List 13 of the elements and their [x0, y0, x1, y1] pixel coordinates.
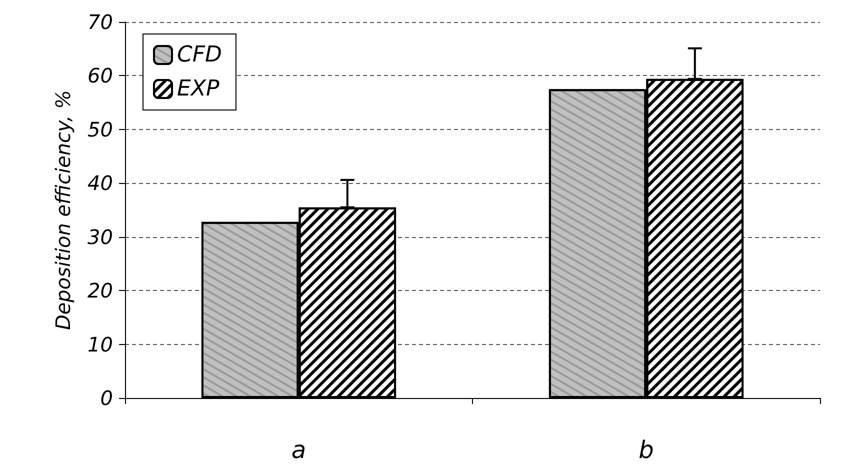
x-tick-label: b [638, 436, 654, 464]
x-tick-label: a [291, 436, 306, 464]
legend-label: CFD [177, 42, 222, 68]
y-tick-label: 60 [88, 64, 113, 88]
y-tick-label: 70 [88, 10, 113, 34]
y-tick-label: 50 [88, 117, 113, 142]
y-tick-label: 40 [88, 171, 113, 196]
y-tick-label: 30 [88, 224, 113, 249]
y-tick-label: 20 [88, 278, 113, 303]
y-tick-label: 0 [100, 386, 113, 410]
y-tick-label: 10 [88, 332, 113, 356]
y-axis-title: Deposition efficiency, % [51, 90, 75, 330]
legend-label: EXP [177, 76, 220, 102]
